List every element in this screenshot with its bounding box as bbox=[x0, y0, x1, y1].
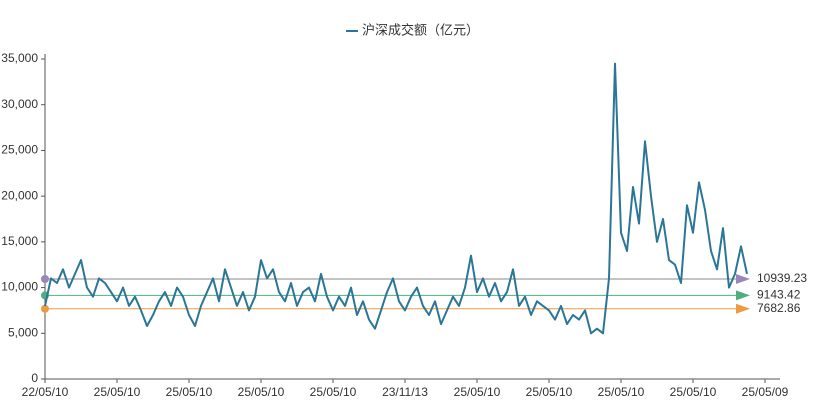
x-tick-label: 25/05/09 bbox=[742, 385, 789, 399]
reference-arrow bbox=[736, 303, 750, 314]
reference-start bbox=[41, 304, 49, 313]
y-tick-label: 30,000 bbox=[1, 97, 38, 111]
legend-label: 沪深成交额（亿元） bbox=[362, 22, 479, 37]
y-tick-label: 0 bbox=[31, 371, 38, 385]
x-tick-label: 25/05/10 bbox=[94, 385, 141, 399]
x-tick-label: 25/05/10 bbox=[454, 385, 501, 399]
reference-label: 10939.23 bbox=[757, 271, 807, 285]
y-tick-label: 10,000 bbox=[1, 280, 38, 294]
reference-arrow bbox=[736, 290, 750, 301]
reference-label: 9143.42 bbox=[757, 288, 801, 302]
y-tick-label: 15,000 bbox=[1, 234, 38, 248]
x-tick-label: 25/05/10 bbox=[166, 385, 213, 399]
x-tick-label: 25/05/10 bbox=[238, 385, 285, 399]
reference-start bbox=[41, 274, 49, 283]
x-tick-label: 25/05/10 bbox=[526, 385, 573, 399]
x-tick-label: 25/05/10 bbox=[670, 385, 717, 399]
x-tick-label: 25/05/10 bbox=[598, 385, 645, 399]
y-tick-label: 5,000 bbox=[8, 325, 38, 339]
x-tick-label: 23/11/13 bbox=[382, 385, 428, 399]
y-tick-label: 20,000 bbox=[1, 188, 38, 202]
reference-label: 7682.86 bbox=[757, 301, 801, 315]
y-tick-label: 25,000 bbox=[1, 143, 38, 157]
x-tick-label: 22/05/10 bbox=[22, 385, 69, 399]
x-tick-label: 25/05/10 bbox=[310, 385, 357, 399]
reference-arrow bbox=[736, 273, 750, 284]
y-tick-label: 35,000 bbox=[1, 51, 38, 65]
series-line bbox=[44, 62, 748, 335]
